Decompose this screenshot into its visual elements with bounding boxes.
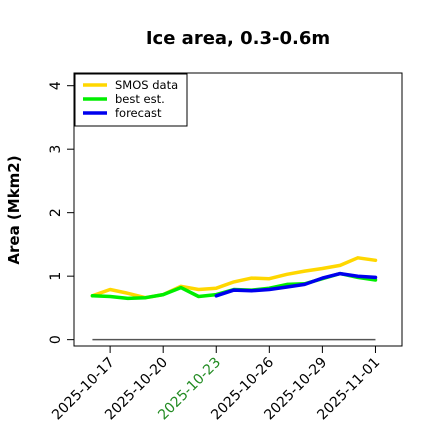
legend-label-smos-data: SMOS data bbox=[115, 78, 178, 92]
y-axis-label: Area (Mkm2) bbox=[5, 155, 23, 264]
y-tick-label: 2 bbox=[48, 208, 64, 217]
y-tick-label: 3 bbox=[48, 145, 64, 154]
legend-label-best-est: best est. bbox=[115, 92, 165, 106]
y-tick-label: 1 bbox=[48, 272, 64, 281]
legend-label-forecast: forecast bbox=[115, 106, 162, 120]
chart-title: Ice area, 0.3-0.6m bbox=[146, 28, 330, 49]
y-tick-label: 0 bbox=[48, 335, 64, 344]
y-tick-label: 4 bbox=[48, 81, 64, 90]
series-line-forecast bbox=[214, 271, 378, 298]
plot-frame bbox=[73, 72, 403, 347]
